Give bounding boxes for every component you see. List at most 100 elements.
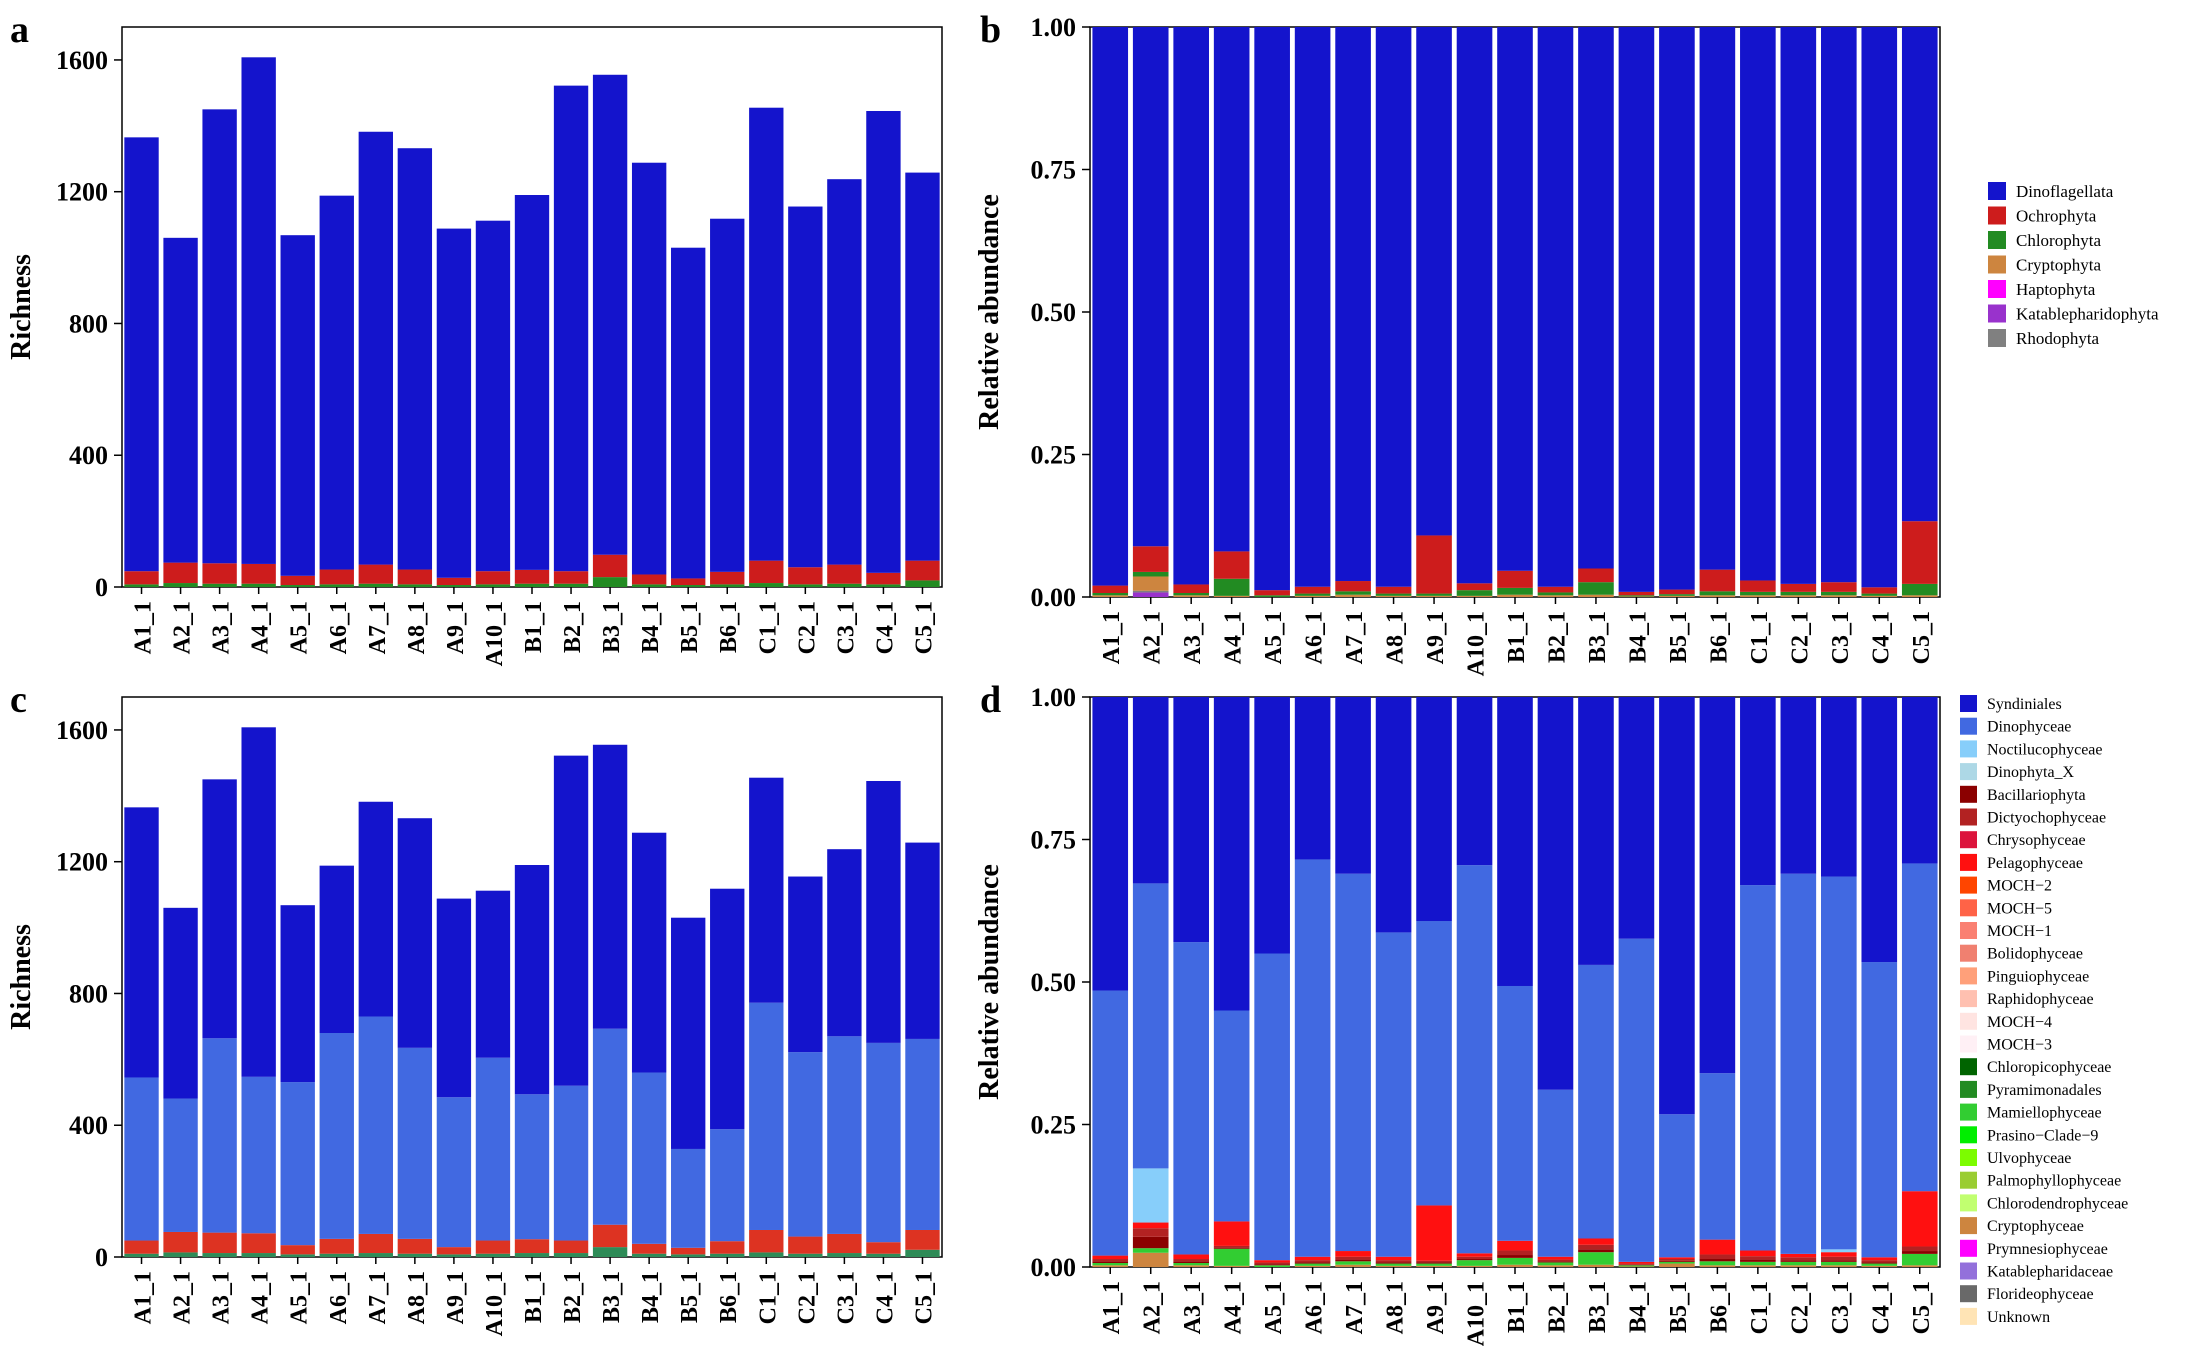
x-tick-label: C1_1 (1747, 1281, 1773, 1334)
bar-segment-cryptophyta (1901, 595, 1938, 597)
bar-segment-syndiniales (397, 818, 433, 1048)
bar-segment-chlorophyta (788, 584, 823, 587)
bar-segment-cryptophyceae (1659, 1263, 1695, 1267)
bar-segment-pelagophyceae (1740, 1250, 1776, 1257)
bar-segment-mamiellophyceae (1213, 1248, 1250, 1266)
bar-segment-dinophyceae (319, 1033, 354, 1239)
bar-segment-dictyochophyceae (1861, 1260, 1898, 1263)
bar-segment-syndiniales (1254, 697, 1290, 954)
x-tick-label: A10_1 (1464, 1281, 1490, 1346)
bar-segment-syndiniales (905, 842, 940, 1039)
bar-segment-ochrophyta (124, 571, 159, 585)
x-tick-label: A4_1 (248, 601, 274, 654)
bar-segment-dinophyceae (163, 1098, 198, 1232)
bar-segment-ochrophyta (553, 571, 589, 584)
legend-swatch (1960, 1171, 1977, 1189)
bar-segment-syndiniales (1861, 697, 1898, 963)
bar-segment-ochrophyta (592, 554, 628, 578)
bar-segment-green (397, 1253, 433, 1257)
bar-segment-ochrophyta (1901, 521, 1938, 584)
bar-segment-ochrophyta (124, 1240, 159, 1254)
bar-segment-pelagophyceae (1780, 1253, 1817, 1258)
bar-segment-chlorophyta (1335, 591, 1371, 595)
bar-segment-cryptophyta (1294, 595, 1331, 597)
bar-segment-bacillariophyta (1213, 1247, 1250, 1249)
bar-segment-chlorophyta (202, 583, 237, 587)
legend-label: Haptophyta (2016, 280, 2096, 299)
bar-segment-syndiniales (1497, 697, 1533, 986)
y-tick-label: 1200 (56, 848, 108, 877)
bar-segment-bacillariophyta (1618, 1264, 1655, 1266)
bar-segment-syndiniales (827, 849, 862, 1037)
bar-segment-chlorophyta (1537, 592, 1574, 596)
x-tick-label: B2_1 (560, 601, 586, 653)
bar-segment-dinoflagellata (749, 107, 784, 561)
bar-segment-cryptophyceae (1497, 1264, 1533, 1267)
x-tick-label: C5_1 (911, 1271, 937, 1324)
bar-segment-pelagophyceae (1375, 1256, 1412, 1261)
y-tick-label: 0.75 (1031, 826, 1077, 855)
legend-swatch (1988, 231, 2006, 249)
x-tick-label: B4_1 (1625, 1281, 1651, 1333)
bar-segment-ochrophyta (319, 1238, 354, 1254)
x-tick-label: B4_1 (638, 601, 664, 653)
x-tick-label: A10_1 (482, 1271, 508, 1336)
bar-segment-cryptophyceae (1294, 1265, 1331, 1267)
x-tick-label: B6_1 (716, 601, 742, 653)
bar-segment-cryptophyta (1456, 595, 1493, 597)
bar-segment-green (163, 1252, 198, 1257)
bar-segment-cryptophyta (1578, 594, 1614, 597)
bar-segment-dictyochophyceae (1699, 1254, 1736, 1260)
bar-segment-dinoflagellata (1699, 27, 1736, 570)
bar-segment-syndiniales (358, 801, 393, 1017)
legend-swatch (1960, 1149, 1977, 1166)
legend-label: MOCH−1 (1987, 923, 2052, 940)
bar-segment-chlorophyta (1780, 591, 1817, 596)
bar-segment-ochrophyta (241, 563, 276, 584)
bar-segment-ochrophyta (1821, 582, 1857, 592)
x-tick-label: B5_1 (1666, 611, 1692, 663)
bar-segment-pelagophyceae (1173, 1254, 1209, 1260)
bar-segment-syndiniales (319, 865, 354, 1033)
panel-letter-b: b (980, 9, 1001, 51)
bar-segment-dinoflagellata (592, 74, 628, 555)
bar-segment-mamiellophyceae (1618, 1265, 1655, 1267)
bar-segment-ochrophyta (397, 569, 433, 585)
bar-segment-ochrophyta (749, 560, 784, 584)
bar-segment-cryptophyta (1537, 595, 1574, 597)
bar-segment-cryptophyta (1375, 595, 1412, 597)
bar-segment-dinophyceae (1132, 883, 1169, 1169)
bar-segment-dinoflagellata (553, 85, 589, 572)
bar-segment-dictyochophyceae (1659, 1259, 1695, 1261)
bar-segment-cryptophyta (1618, 596, 1655, 597)
bar-segment-cryptophyta (1132, 576, 1169, 591)
bar-segment-bacillariophyta (1821, 1260, 1857, 1262)
bar-segment-dinoflagellata (1740, 27, 1776, 581)
bar-segment-dinoflagellata (280, 235, 315, 576)
legend-label: Chlorodendrophyceae (1987, 1195, 2128, 1212)
x-tick-label: A3_1 (209, 1271, 235, 1324)
bar-segment-green (553, 1253, 589, 1257)
bar-segment-dinoflagellata (1497, 27, 1533, 571)
bar-segment-noctilucophyceae (1132, 1168, 1169, 1223)
x-tick-label: C4_1 (1868, 611, 1894, 664)
bar-segment-syndiniales (475, 890, 511, 1058)
x-tick-label: B6_1 (1706, 1281, 1732, 1333)
bar-segment-dinophyceae (749, 1002, 784, 1230)
y-tick-label: 0.25 (1031, 441, 1077, 470)
y-tick-label: 1200 (56, 178, 108, 207)
bar-segment-dinophyceae (241, 1076, 276, 1234)
bar-segment-ochrophyta (1132, 546, 1169, 572)
bar-segment-pelagophyceae (1254, 1260, 1290, 1263)
bar-segment-mamiellophyceae (1901, 1253, 1938, 1266)
x-tick-label: A9_1 (1423, 1281, 1449, 1334)
bar-segment-green (514, 1253, 550, 1257)
bar-segment-dinoflagellata (1780, 27, 1817, 584)
bar-segment-cryptophyceae (1416, 1265, 1452, 1267)
panel-letter-a: a (10, 9, 29, 51)
bar-segment-green (788, 1253, 823, 1257)
x-tick-label: C2_1 (1787, 1281, 1813, 1334)
bar-segment-pelagophyceae (1861, 1257, 1898, 1261)
legend-swatch (1960, 1285, 1977, 1303)
x-tick-label: B1_1 (521, 601, 547, 653)
